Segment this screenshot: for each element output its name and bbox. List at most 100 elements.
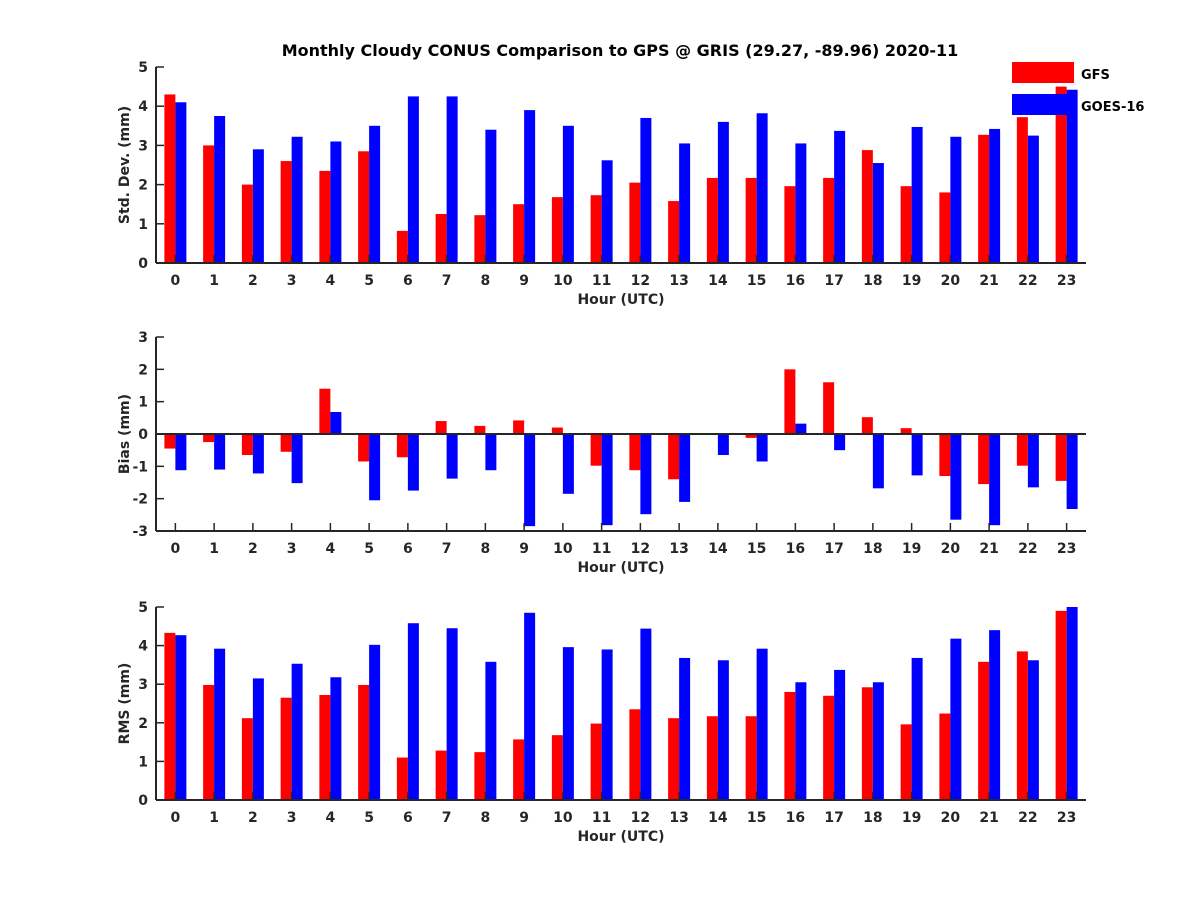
y-tick-label: 0 xyxy=(138,793,148,809)
bar-gfs-15 xyxy=(745,177,757,263)
bar-goes16-16 xyxy=(795,423,807,434)
y-tick-label: 2 xyxy=(138,362,148,378)
bar-gfs-3 xyxy=(280,434,292,452)
bar-goes16-4 xyxy=(330,412,342,434)
bar-gfs-1 xyxy=(203,684,215,800)
bar-goes16-2 xyxy=(252,678,264,800)
y-axis-label: RMS (mm) xyxy=(117,663,133,745)
bar-goes16-16 xyxy=(795,682,807,800)
bar-goes16-15 xyxy=(756,434,768,462)
bar-goes16-11 xyxy=(601,649,613,800)
bar-goes16-13 xyxy=(679,657,691,800)
bar-goes16-2 xyxy=(252,149,264,263)
x-tick-label: 17 xyxy=(824,810,843,826)
bar-gfs-5 xyxy=(358,684,370,800)
y-tick-label: 3 xyxy=(138,677,148,693)
x-tick-label: 20 xyxy=(941,810,961,826)
y-tick-label: 4 xyxy=(138,99,148,115)
bar-goes16-10 xyxy=(562,434,574,494)
y-tick-label: 0 xyxy=(138,256,148,272)
y-tick-label: 3 xyxy=(138,330,148,346)
bar-gfs-16 xyxy=(784,691,796,800)
bar-gfs-14 xyxy=(706,177,718,263)
bar-goes16-17 xyxy=(834,434,846,451)
bar-goes16-13 xyxy=(679,143,691,263)
x-tick-label: 13 xyxy=(669,810,688,826)
x-tick-label: 20 xyxy=(941,541,961,557)
bar-gfs-1 xyxy=(203,145,215,263)
x-tick-label: 17 xyxy=(824,541,843,557)
bar-gfs-7 xyxy=(435,214,447,263)
bar-gfs-21 xyxy=(978,661,990,800)
x-tick-label: 5 xyxy=(364,273,374,289)
y-tick-label: -1 xyxy=(132,459,148,475)
x-tick-label: 8 xyxy=(481,273,491,289)
bar-gfs-12 xyxy=(629,182,641,263)
bar-gfs-20 xyxy=(939,713,951,800)
bar-gfs-0 xyxy=(164,632,176,800)
x-tick-label: 3 xyxy=(287,810,297,826)
bar-goes16-18 xyxy=(872,163,884,263)
bar-gfs-12 xyxy=(629,434,641,471)
x-tick-label: 2 xyxy=(248,541,258,557)
figure-title: Monthly Cloudy CONUS Comparison to GPS @… xyxy=(282,41,959,60)
x-tick-label: 15 xyxy=(747,541,766,557)
bar-goes16-9 xyxy=(524,110,536,264)
x-tick-label: 8 xyxy=(481,541,491,557)
x-tick-label: 9 xyxy=(519,273,529,289)
bar-gfs-11 xyxy=(590,195,602,263)
x-tick-label: 18 xyxy=(863,273,882,289)
y-tick-label: 3 xyxy=(138,138,148,154)
bar-goes16-22 xyxy=(1027,660,1039,800)
bar-gfs-15 xyxy=(745,434,757,438)
bar-goes16-1 xyxy=(214,648,226,800)
bar-goes16-21 xyxy=(989,128,1001,263)
bar-gfs-10 xyxy=(551,197,563,263)
x-tick-label: 17 xyxy=(824,273,843,289)
bar-goes16-14 xyxy=(717,121,729,263)
x-tick-label: 5 xyxy=(364,810,374,826)
x-axis-label: Hour (UTC) xyxy=(577,829,664,845)
x-tick-label: 2 xyxy=(248,810,258,826)
bar-gfs-9 xyxy=(513,420,525,434)
bar-gfs-19 xyxy=(900,428,912,434)
bar-gfs-4 xyxy=(319,695,331,800)
bar-goes16-3 xyxy=(291,663,303,800)
bar-gfs-2 xyxy=(241,434,253,456)
bar-gfs-10 xyxy=(551,735,563,800)
x-tick-label: 11 xyxy=(592,810,611,826)
legend-label-gfs: GFS xyxy=(1081,68,1110,83)
bar-gfs-9 xyxy=(513,204,525,263)
legend-swatch-goes16 xyxy=(1012,94,1074,115)
x-tick-label: 11 xyxy=(592,273,611,289)
bar-goes16-23 xyxy=(1066,607,1078,800)
bar-gfs-18 xyxy=(861,417,873,434)
x-tick-label: 14 xyxy=(708,273,728,289)
x-tick-label: 10 xyxy=(553,273,573,289)
x-tick-label: 5 xyxy=(364,541,374,557)
y-tick-label: 1 xyxy=(138,395,148,411)
bar-goes16-19 xyxy=(911,657,923,800)
y-axis-label: Std. Dev. (mm) xyxy=(117,106,133,224)
bar-goes16-1 xyxy=(214,434,226,470)
bar-goes16-10 xyxy=(562,647,574,800)
bar-gfs-11 xyxy=(590,434,602,466)
bar-gfs-3 xyxy=(280,697,292,800)
bar-gfs-22 xyxy=(1016,651,1028,800)
bar-gfs-17 xyxy=(823,382,835,434)
bar-goes16-3 xyxy=(291,136,303,263)
bar-goes16-5 xyxy=(369,434,381,501)
bar-gfs-19 xyxy=(900,724,912,800)
x-tick-label: 12 xyxy=(631,810,650,826)
bar-goes16-4 xyxy=(330,677,342,800)
x-tick-label: 7 xyxy=(442,541,452,557)
bar-gfs-8 xyxy=(474,425,486,434)
bar-gfs-15 xyxy=(745,716,757,800)
bar-gfs-17 xyxy=(823,695,835,800)
bar-gfs-4 xyxy=(319,388,331,434)
x-tick-label: 0 xyxy=(171,541,181,557)
x-axis-label: Hour (UTC) xyxy=(577,292,664,308)
bar-gfs-2 xyxy=(241,718,253,800)
